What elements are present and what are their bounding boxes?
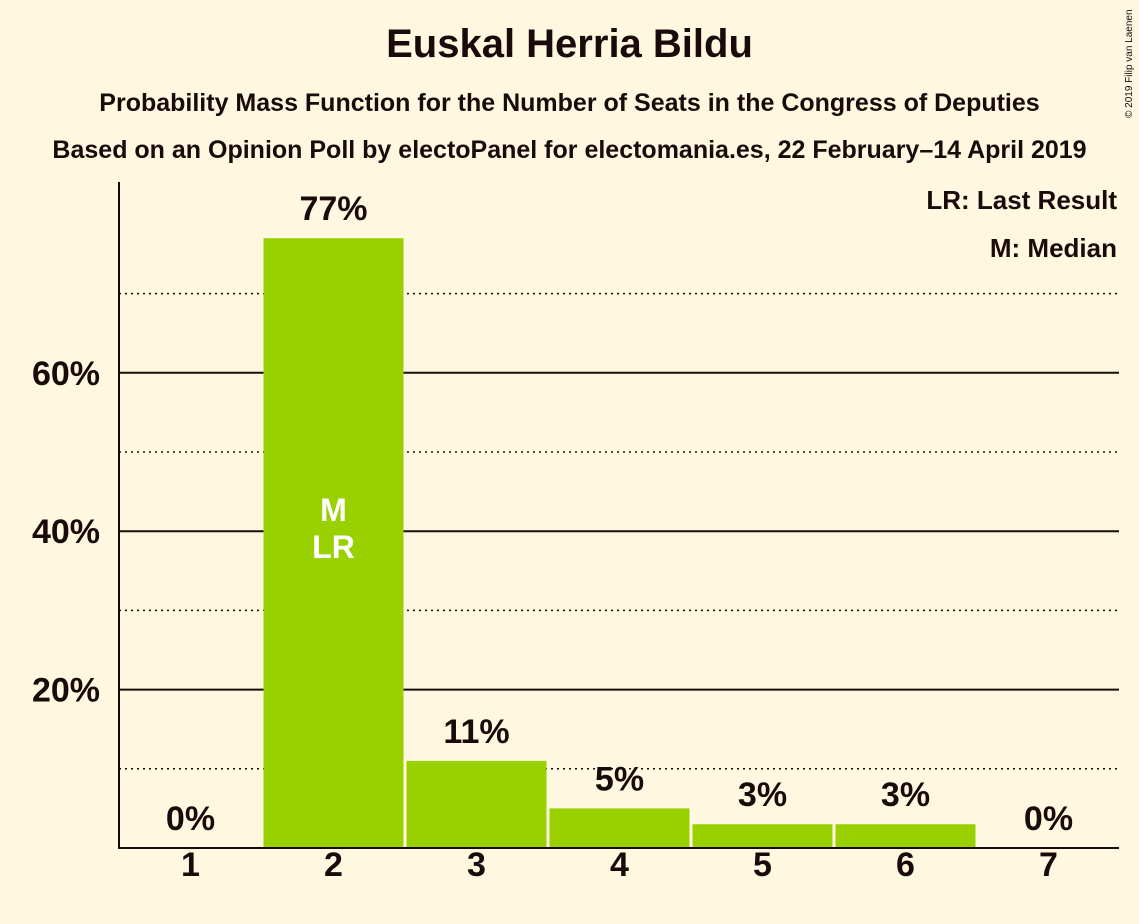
x-tick-label: 3 (467, 846, 486, 884)
x-tick-label: 2 (324, 846, 343, 884)
y-tick-label: 60% (32, 355, 100, 393)
bar (692, 824, 833, 848)
y-tick-label: 20% (32, 672, 100, 710)
bar (549, 808, 690, 848)
chart-title: Euskal Herria Bildu (386, 22, 753, 66)
bar-value-label: 3% (881, 776, 930, 814)
legend-last-result: LR: Last Result (926, 185, 1117, 215)
last-result-marker: LR (312, 529, 355, 565)
y-tick-label: 40% (32, 513, 100, 551)
median-marker: M (320, 492, 347, 528)
bar-value-label: 11% (443, 713, 509, 751)
bar (835, 824, 976, 848)
chart-subtitle: Probability Mass Function for the Number… (99, 89, 1040, 117)
x-tick-label: 6 (896, 846, 915, 884)
bar-value-label: 5% (595, 760, 644, 798)
x-tick-label: 1 (181, 846, 200, 884)
legend-median: M: Median (990, 233, 1117, 263)
bar-value-label: 3% (738, 776, 787, 814)
bar (406, 760, 547, 848)
x-tick-label: 5 (753, 846, 772, 884)
bar-value-label: 0% (166, 800, 215, 838)
bar-value-label: 77% (299, 190, 367, 228)
x-tick-label: 4 (610, 846, 629, 884)
chart-source: Based on an Opinion Poll by electoPanel … (52, 136, 1087, 164)
x-tick-label: 7 (1039, 846, 1058, 884)
bar-value-label: 0% (1024, 800, 1073, 838)
bar (263, 238, 404, 848)
